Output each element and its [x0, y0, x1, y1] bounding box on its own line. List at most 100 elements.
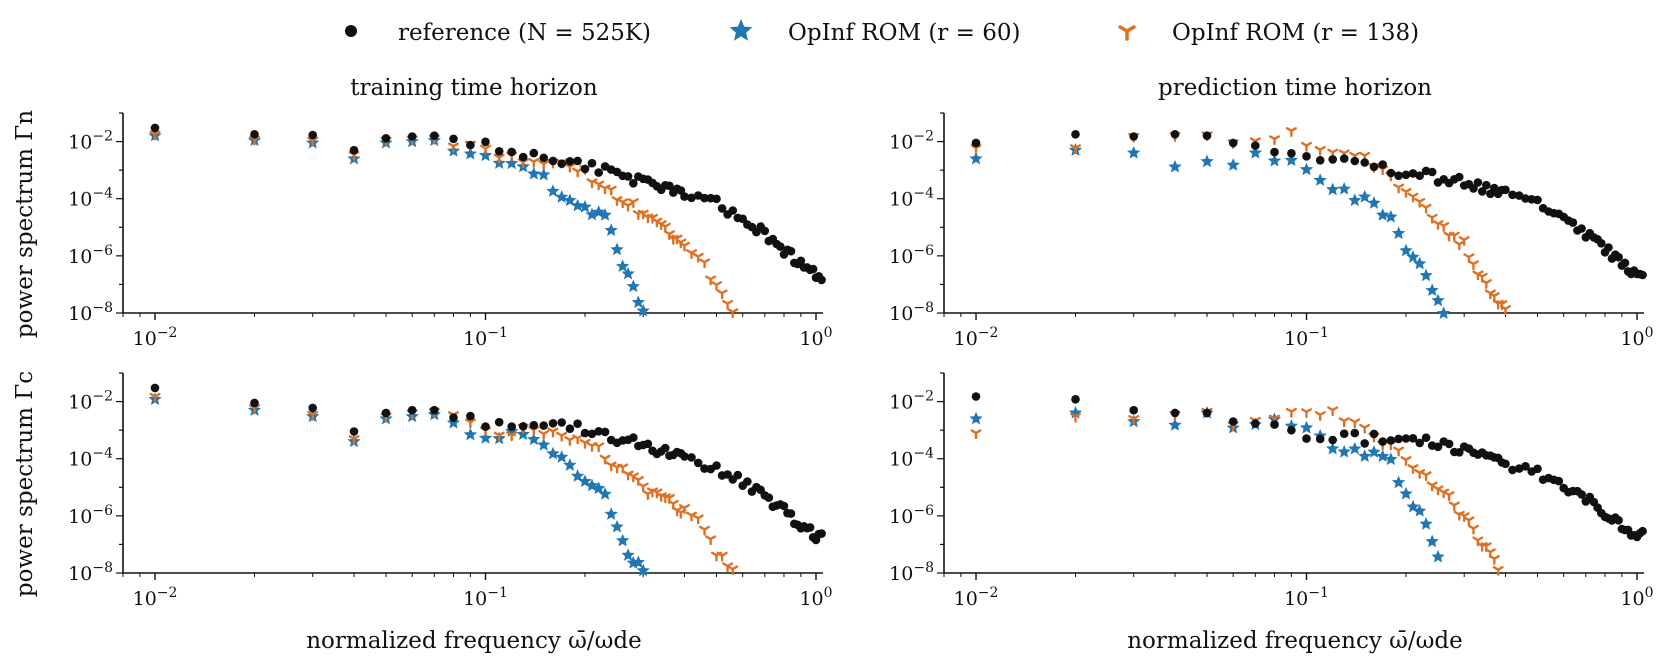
point-reference — [1620, 258, 1630, 268]
point-rom60 — [463, 427, 478, 441]
point-rom138 — [1448, 231, 1460, 242]
point-rom60 — [1348, 193, 1362, 207]
y-tick-label: 10−8 — [68, 560, 113, 585]
x-tick-label: 10−1 — [463, 585, 508, 610]
point-reference — [466, 140, 475, 150]
point-rom60 — [1337, 444, 1351, 458]
point-rom138 — [1467, 524, 1479, 535]
point-rom138 — [1492, 565, 1504, 576]
y-tick-label: 10−2 — [889, 389, 934, 414]
point-reference — [687, 453, 696, 462]
x-tick-label: 100 — [799, 585, 832, 610]
point-rom138 — [637, 482, 649, 493]
point-reference — [349, 427, 359, 436]
point-reference — [565, 424, 575, 434]
point-reference — [1386, 168, 1396, 178]
point-reference — [717, 204, 727, 213]
point-rom138 — [678, 504, 691, 514]
point-reference — [712, 461, 721, 470]
point-rom60 — [604, 223, 618, 237]
point-rom138 — [642, 490, 654, 501]
point-rom138 — [538, 430, 550, 440]
point-reference — [1251, 141, 1260, 150]
point-rom138 — [699, 525, 711, 536]
point-rom138 — [479, 144, 492, 155]
point-rom60 — [505, 156, 519, 170]
point-reference — [971, 138, 981, 148]
point-rom60 — [516, 427, 530, 441]
point-reference — [1614, 516, 1623, 525]
point-rom60 — [527, 432, 541, 446]
point-reference — [250, 130, 259, 139]
point-reference — [1455, 172, 1464, 182]
point-reference — [1071, 395, 1080, 404]
point-reference — [1350, 156, 1360, 166]
point-reference — [629, 179, 638, 188]
point-reference — [1533, 195, 1542, 205]
point-rom138 — [1338, 417, 1350, 428]
point-rom60 — [478, 431, 493, 444]
point-reference — [250, 398, 259, 408]
x-tick-label: 10−2 — [133, 585, 178, 610]
point-rom138 — [1349, 418, 1361, 429]
point-reference — [1302, 152, 1311, 161]
point-rom138 — [556, 431, 568, 442]
point-rom138 — [1300, 408, 1313, 419]
point-reference — [1378, 160, 1387, 169]
point-reference — [1455, 448, 1464, 457]
point-rom60 — [1267, 153, 1282, 167]
point-reference — [1369, 429, 1379, 439]
point-reference — [407, 132, 417, 141]
point-rom138 — [716, 551, 728, 562]
point-rom60 — [555, 450, 569, 463]
point-reference — [494, 417, 504, 427]
x-tick-label: 100 — [799, 325, 832, 350]
x-tick-label: 10−1 — [1284, 585, 1329, 610]
point-rom138 — [538, 160, 550, 171]
point-rom138 — [599, 454, 611, 465]
point-reference — [1302, 434, 1311, 443]
point-rom138 — [149, 130, 161, 141]
point-rom60 — [478, 148, 493, 162]
point-rom60 — [1391, 475, 1406, 489]
point-rom60 — [1431, 293, 1445, 307]
point-reference — [1533, 464, 1542, 474]
point-reference — [580, 428, 590, 438]
point-rom138 — [1414, 197, 1426, 208]
y-tick-label: 10−6 — [68, 243, 113, 268]
y-tick-label: 10−6 — [68, 503, 113, 528]
point-rom60 — [1425, 283, 1439, 297]
x-tick-label: 10−1 — [1284, 325, 1329, 350]
point-rom138 — [1407, 192, 1419, 203]
point-reference — [1315, 156, 1325, 165]
point-rom138 — [1463, 516, 1475, 527]
point-rom138 — [572, 434, 584, 445]
ylabel-gamma-n-text: power spectrum Γn — [12, 110, 38, 338]
point-reference — [1328, 435, 1337, 445]
point-rom138 — [1488, 554, 1500, 565]
point-reference — [1577, 490, 1586, 499]
point-rom138 — [617, 463, 629, 474]
point-reference — [805, 523, 815, 532]
point-reference — [1287, 149, 1296, 158]
point-reference — [1287, 425, 1296, 435]
point-rom138 — [705, 275, 717, 286]
point-reference — [466, 411, 475, 421]
point-reference — [700, 464, 709, 473]
point-rom60 — [1391, 226, 1406, 240]
point-reference — [430, 131, 439, 140]
point-reference — [1401, 170, 1411, 180]
panel-gamma-c-prediction: 10−2 10−1 100 10−2 10−4 10−6 10−8 — [889, 372, 1654, 610]
point-rom60 — [1399, 243, 1413, 257]
point-reference — [557, 159, 566, 168]
point-rom60 — [1384, 209, 1398, 223]
point-rom60 — [1313, 173, 1327, 186]
point-rom60 — [1431, 549, 1445, 563]
point-rom138 — [547, 427, 559, 438]
point-reference — [764, 493, 774, 503]
panel-title-training: training time horizon — [350, 75, 598, 101]
point-reference — [1339, 154, 1349, 163]
point-rom138 — [307, 410, 319, 421]
x-tick-label: 100 — [1620, 325, 1653, 350]
point-rom60 — [604, 507, 618, 520]
